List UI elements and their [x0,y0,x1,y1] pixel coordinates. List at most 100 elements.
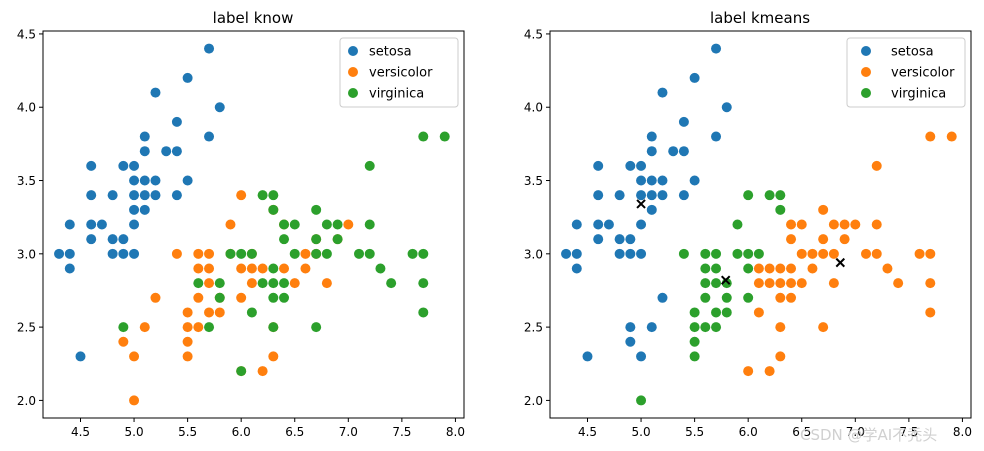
y-tick-label: 2.0 [17,394,36,408]
point-setosa [161,146,172,157]
x-tick-label: 5.5 [685,425,704,439]
point-virginica [225,248,236,259]
point-versicolor [893,278,904,289]
point-setosa [139,175,150,186]
point-versicolor [818,322,829,333]
point-versicolor [807,248,818,259]
point-virginica [268,263,279,274]
point-setosa [129,219,140,230]
x-tick-label: 4.5 [578,425,597,439]
point-setosa [571,263,582,274]
y-tick-label: 2.5 [17,321,36,335]
point-virginica [775,204,786,215]
point-virginica [279,292,290,303]
point-versicolor [753,307,764,318]
point-versicolor [225,219,236,230]
point-setosa [182,72,193,83]
point-versicolor [775,278,786,289]
point-setosa [204,43,215,54]
point-versicolor [246,263,257,274]
point-setosa [646,131,657,142]
point-setosa [118,234,129,245]
point-setosa [614,234,625,245]
point-virginica [311,234,322,245]
point-setosa [150,175,161,186]
point-versicolor [775,292,786,303]
point-versicolor [753,278,764,289]
point-virginica [743,190,754,201]
point-setosa [150,190,161,201]
point-versicolor [129,351,140,362]
point-virginica [321,248,332,259]
point-virginica [407,248,418,259]
point-versicolor [796,248,807,259]
point-versicolor [257,366,268,377]
point-versicolor [246,278,257,289]
point-versicolor [193,263,204,274]
point-setosa [107,248,118,259]
y-tick-label: 2.5 [524,321,543,335]
point-virginica [700,248,711,259]
point-versicolor [300,263,311,274]
point-setosa [139,190,150,201]
point-versicolor [289,278,300,289]
point-setosa [678,116,689,127]
point-setosa [75,351,86,362]
x-tick-label: 7.5 [899,425,918,439]
point-versicolor [850,219,861,230]
point-versicolor [182,336,193,347]
x-tick-label: 5.5 [178,425,197,439]
point-versicolor [818,204,829,215]
x-tick-label: 6.5 [792,425,811,439]
point-virginica [439,131,450,142]
point-versicolor [300,248,311,259]
point-setosa [571,219,582,230]
point-setosa [657,175,668,186]
point-virginica [204,322,215,333]
point-versicolor [925,248,936,259]
x-tick-label: 6.0 [232,425,251,439]
y-tick-label: 3.0 [524,247,543,261]
watermark: CSDN @学AI不秃头 [800,426,937,444]
point-setosa [657,190,668,201]
chart-title: label know [213,9,294,27]
point-virginica [743,248,754,259]
x-tick-label: 6.5 [285,425,304,439]
point-setosa [668,146,679,157]
point-setosa [86,190,97,201]
y-tick-label: 3.0 [17,247,36,261]
point-versicolor [257,263,268,274]
point-versicolor [193,292,204,303]
point-virginica [743,292,754,303]
point-versicolor [214,307,225,318]
point-setosa [107,234,118,245]
left-chart: label know 4.5 5.0 5.5 6.0 6.5 7.0 7.5 8.0 2.0 2… [17,9,465,439]
y-tick-label: 4.5 [17,27,36,41]
point-virginica [268,204,279,215]
point-versicolor [118,336,129,347]
y-tick-label: 3.5 [524,174,543,188]
y-tick-label: 4.0 [17,101,36,115]
point-setosa [171,116,182,127]
point-setosa [721,102,732,113]
point-setosa [171,146,182,157]
point-virginica [268,322,279,333]
point-virginica [332,234,343,245]
point-setosa [636,190,647,201]
point-virginica [711,307,722,318]
point-versicolor [204,278,215,289]
x-tick-label: 7.5 [392,425,411,439]
y-tick-label: 3.5 [17,174,36,188]
point-virginica [279,278,290,289]
point-virginica [689,322,700,333]
point-versicolor [171,248,182,259]
point-versicolor [796,278,807,289]
point-versicolor [279,263,290,274]
point-versicolor [236,292,247,303]
point-virginica [700,263,711,274]
cluster-center-marker [835,257,846,268]
point-setosa [139,204,150,215]
point-virginica [700,278,711,289]
point-versicolor [786,278,797,289]
point-virginica [689,336,700,347]
